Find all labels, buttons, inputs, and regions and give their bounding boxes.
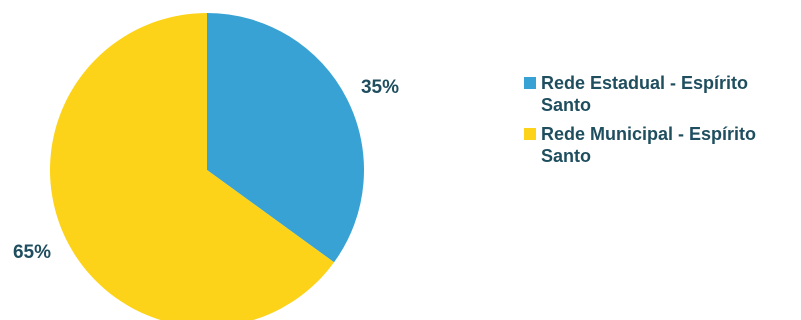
pie-slice-rede-estadual <box>207 13 365 263</box>
pie-value-label-rede-municipal: 65% <box>13 242 51 263</box>
legend-item-rede-estadual: Rede Estadual - Espírito Santo <box>524 72 794 116</box>
legend-label-rede-municipal: Rede Municipal - Espírito Santo <box>541 124 757 166</box>
legend: Rede Estadual - Espírito Santo Rede Muni… <box>524 72 794 174</box>
pie-slices <box>50 13 365 320</box>
pie-value-label-rede-estadual: 35% <box>361 77 399 98</box>
legend-swatch-rede-estadual <box>524 77 536 89</box>
pie-value-labels: 35% 65% <box>13 77 399 263</box>
legend-item-rede-municipal: Rede Municipal - Espírito Santo <box>524 123 794 167</box>
pie-slice-rede-municipal <box>50 13 335 320</box>
legend-swatch-rede-municipal <box>524 128 536 140</box>
legend-label-rede-estadual: Rede Estadual - Espírito Santo <box>541 73 749 115</box>
